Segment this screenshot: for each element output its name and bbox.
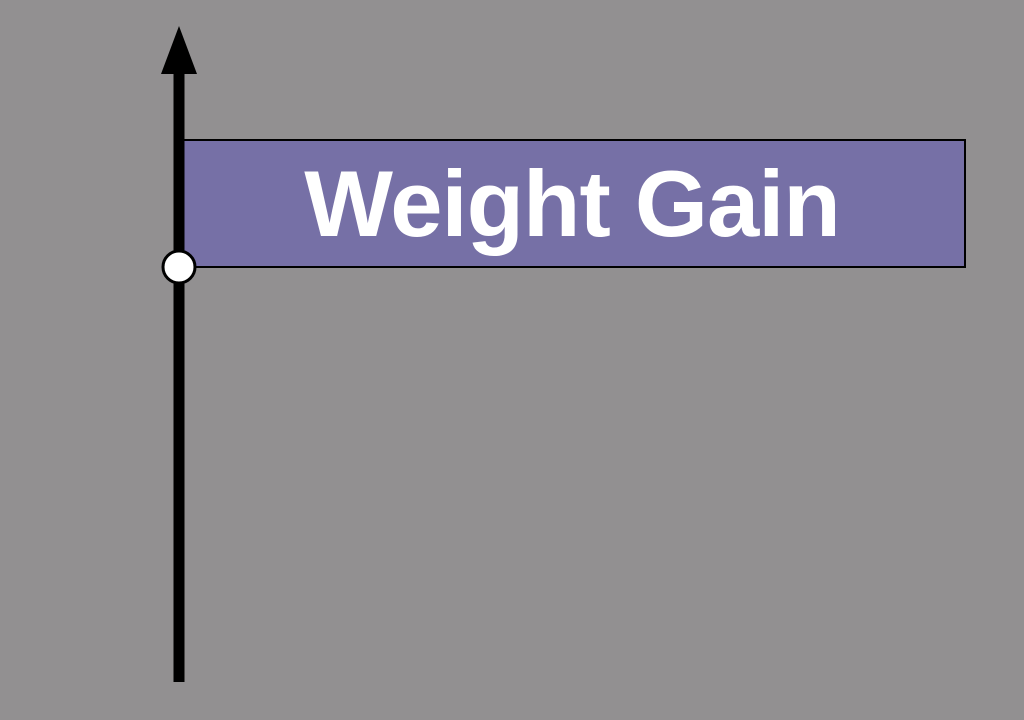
weight-gain-box: Weight Gain — [180, 139, 966, 268]
weight-gain-label: Weight Gain — [304, 150, 841, 256]
circle-marker-icon — [161, 249, 197, 285]
arrow-up-icon — [161, 26, 197, 74]
